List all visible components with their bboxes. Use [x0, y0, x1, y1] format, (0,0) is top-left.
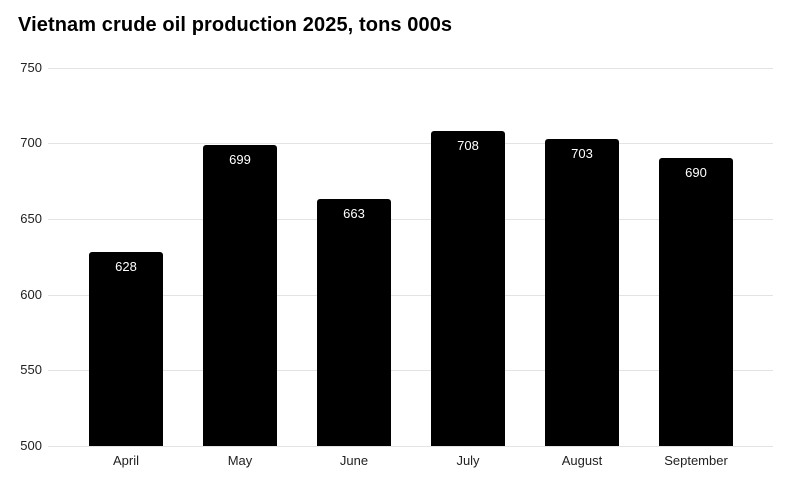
x-axis-category-label: May: [227, 453, 253, 468]
y-axis-tick-label: 700: [20, 135, 42, 151]
x-axis-category-label: September: [664, 453, 728, 468]
y-gridline: [48, 143, 773, 145]
bar-august: [545, 138, 619, 446]
y-axis-tick-label: 500: [20, 438, 42, 453]
y-gridline: [48, 218, 773, 220]
y-gridline: [48, 370, 773, 372]
bar-july: [431, 131, 505, 446]
bar-value-label: 690: [685, 165, 707, 181]
bar-may: [203, 144, 277, 446]
y-axis-tick-label: 650: [20, 210, 42, 226]
bar-september: [659, 158, 733, 446]
bar-value-label: 663: [343, 206, 365, 222]
x-axis-category-label: July: [456, 453, 480, 468]
y-gridline: [48, 67, 773, 69]
x-axis-category-label: August: [561, 453, 603, 468]
y-axis-tick-label: 600: [20, 286, 42, 302]
bar-value-label: 708: [457, 138, 479, 154]
y-gridline: [48, 294, 773, 296]
bar-value-label: 703: [571, 145, 593, 161]
x-axis-category-label: June: [339, 453, 369, 468]
y-gridline: [48, 446, 773, 447]
bar-value-label: 699: [229, 151, 251, 167]
bar-june: [317, 199, 391, 446]
y-axis-tick-label: 750: [20, 59, 42, 75]
chart-title: Vietnam crude oil production 2025, tons …: [18, 14, 453, 36]
bar-value-label: 628: [115, 259, 137, 275]
bar-april: [89, 252, 163, 446]
y-axis-tick-label: 550: [20, 362, 42, 378]
x-axis-category-label: April: [112, 453, 139, 468]
